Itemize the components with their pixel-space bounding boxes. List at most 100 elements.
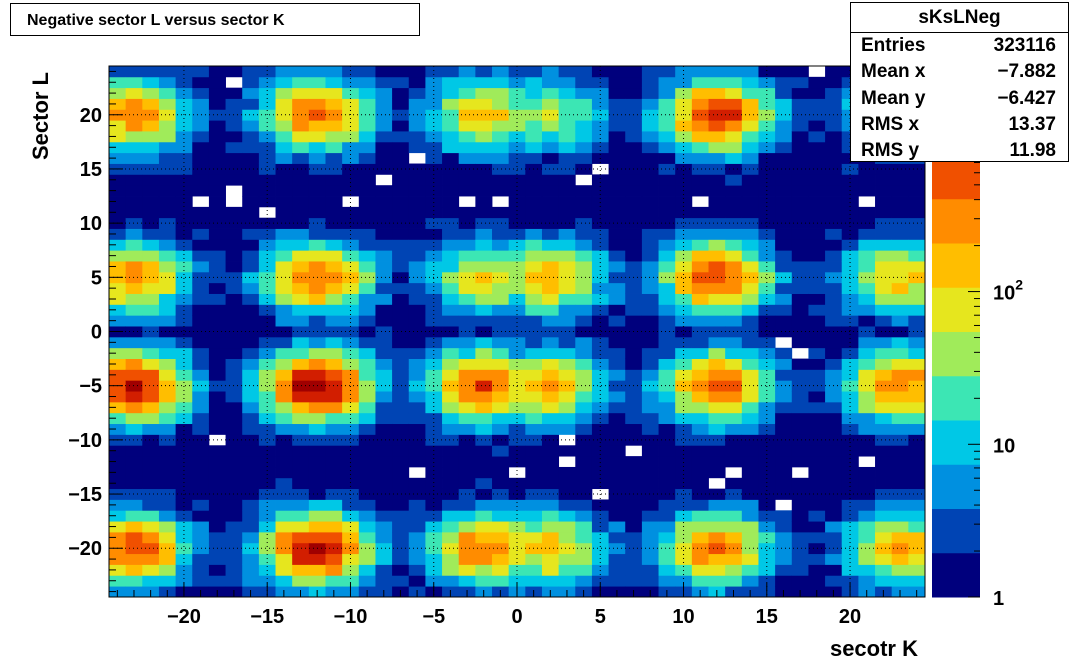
heatmap-cell — [109, 66, 127, 78]
heatmap-cell — [575, 412, 593, 425]
heatmap-cell — [308, 152, 326, 164]
heatmap-cell — [658, 531, 676, 544]
heatmap-cell — [658, 391, 676, 403]
heatmap-cell — [458, 261, 476, 273]
y-tick-label: −15 — [68, 484, 102, 506]
heatmap-cell — [658, 499, 676, 511]
heatmap-cell — [358, 76, 376, 89]
heatmap-cell — [625, 66, 643, 78]
heatmap-cell — [225, 423, 243, 435]
heatmap-cell — [575, 380, 593, 392]
heatmap-cell — [475, 271, 493, 284]
heatmap-cell — [442, 120, 460, 132]
heatmap-cell — [492, 239, 510, 251]
heatmap-cell — [292, 76, 310, 89]
heatmap-cell — [225, 531, 243, 544]
heatmap-cell — [192, 542, 210, 555]
heatmap-cell — [641, 358, 659, 370]
heatmap-cell — [225, 477, 243, 490]
heatmap-cell — [192, 423, 210, 435]
heatmap-cell — [558, 66, 576, 78]
heatmap-cell — [475, 109, 493, 121]
heatmap-cell — [891, 271, 909, 284]
heatmap-cell — [675, 347, 693, 359]
heatmap-cell — [591, 141, 609, 154]
heatmap-cell — [725, 521, 743, 533]
heatmap-cell — [492, 521, 510, 533]
heatmap-cell — [425, 358, 443, 370]
heatmap-cell — [358, 401, 376, 414]
heatmap-cell — [758, 553, 776, 565]
heatmap-cell — [375, 326, 393, 338]
heatmap-cell — [725, 456, 743, 468]
heatmap-cell — [492, 575, 510, 587]
heatmap-cell — [758, 87, 776, 99]
heatmap-cell — [791, 575, 809, 587]
heatmap-cell — [825, 456, 843, 468]
heatmap-cell — [508, 391, 526, 403]
heatmap-cell — [258, 282, 276, 294]
heatmap-cell — [625, 261, 643, 273]
heatmap-cell — [841, 217, 859, 229]
heatmap-cell — [541, 282, 560, 294]
heatmap-cell — [691, 380, 709, 392]
heatmap-cell — [608, 304, 626, 316]
heatmap-cell — [325, 217, 343, 229]
heatmap-cell — [292, 564, 310, 576]
heatmap-cell — [658, 488, 676, 500]
heatmap-cell — [192, 445, 210, 457]
heatmap-cell — [775, 185, 793, 197]
heatmap-cell — [691, 531, 709, 544]
heatmap-cell — [325, 87, 343, 99]
heatmap-cell — [225, 239, 243, 251]
heatmap-cell — [142, 412, 160, 425]
heatmap-cell — [808, 282, 826, 294]
heatmap-cell — [408, 87, 426, 99]
heatmap-cell — [342, 206, 360, 219]
heatmap-cell — [158, 131, 177, 143]
heatmap-cell — [258, 391, 276, 403]
heatmap-cell — [292, 261, 310, 273]
heatmap-cell — [125, 347, 143, 359]
heatmap-cell — [591, 391, 609, 403]
heatmap-cell — [475, 358, 493, 370]
heatmap-cell — [875, 531, 893, 544]
heatmap-cell — [791, 109, 809, 121]
heatmap-cell — [392, 542, 410, 555]
heatmap-cell — [691, 87, 709, 99]
heatmap-cell — [675, 380, 693, 392]
heatmap-cell — [192, 185, 210, 197]
heatmap-cell — [575, 185, 593, 197]
heatmap-cell — [858, 228, 876, 240]
heatmap-cell — [175, 466, 193, 479]
heatmap-cell — [475, 564, 493, 576]
heatmap-cell — [458, 391, 476, 403]
heatmap-cell — [508, 315, 526, 327]
color-scale-band — [932, 552, 980, 598]
heatmap-cell — [275, 315, 293, 327]
heatmap-cell — [325, 521, 343, 533]
heatmap-cell — [408, 499, 426, 511]
heatmap-cell — [808, 239, 826, 251]
heatmap-cell — [342, 466, 360, 479]
heatmap-cell — [541, 445, 560, 457]
heatmap-cell — [841, 499, 859, 511]
heatmap-cell — [625, 239, 643, 251]
heatmap-cell — [458, 466, 476, 479]
heatmap-cell — [791, 531, 809, 544]
heatmap-cell — [858, 499, 876, 511]
heatmap-cell — [475, 98, 493, 110]
heatmap-cell — [525, 510, 543, 522]
heatmap-cell — [375, 336, 393, 349]
heatmap-cell — [525, 423, 543, 435]
heatmap-cell — [225, 391, 243, 403]
heatmap-cell — [641, 141, 659, 154]
heatmap-cell — [175, 531, 193, 544]
heatmap-cell — [858, 163, 876, 175]
heatmap-cell — [558, 228, 576, 240]
heatmap-cell — [175, 315, 193, 327]
heatmap-cell — [725, 120, 743, 132]
heatmap-cell — [175, 510, 193, 522]
heatmap-cell — [525, 445, 543, 457]
stats-label: Entries — [861, 35, 926, 56]
